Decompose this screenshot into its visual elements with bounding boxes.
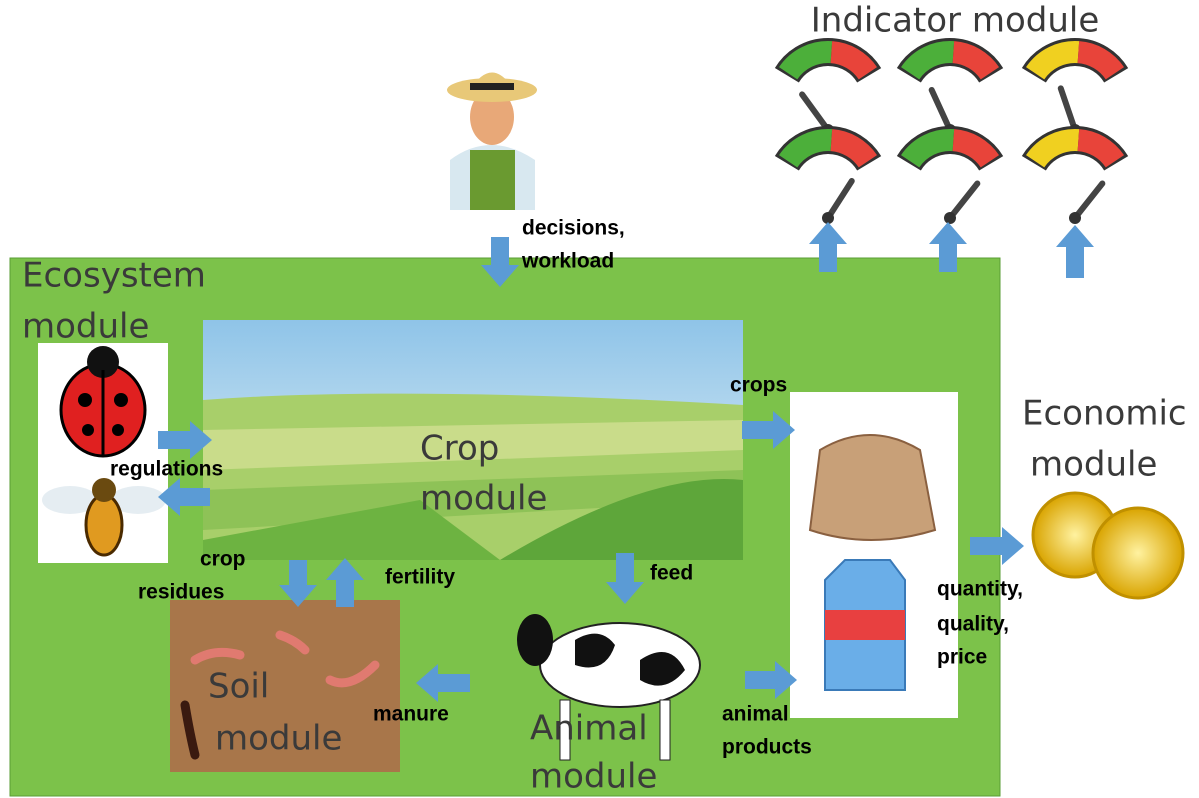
farmer-image — [447, 73, 537, 211]
flow-label: quality, — [937, 613, 1009, 636]
flow-label: manure — [373, 703, 449, 726]
module-title: module — [420, 479, 547, 519]
gauge-needle — [802, 94, 828, 130]
flow-label: crops — [730, 374, 787, 397]
coins-image — [1033, 493, 1183, 598]
flow-label: price — [937, 646, 987, 669]
flow-label: products — [722, 736, 812, 759]
module-title: Animal — [530, 709, 648, 749]
module-title: Economic — [1022, 394, 1187, 434]
module-title: Soil — [208, 667, 269, 707]
gauge-hub — [944, 212, 956, 224]
gauge-needle — [932, 90, 950, 130]
products-image — [790, 392, 958, 718]
arrow — [1056, 225, 1094, 278]
module-title: module — [530, 757, 657, 797]
flow-label: quantity, — [937, 578, 1023, 601]
flow-label: workload — [521, 250, 614, 273]
gauge-needle — [1061, 88, 1075, 130]
flow-label: residues — [138, 581, 224, 604]
gauge-needle — [828, 181, 852, 218]
flow-label: animal — [722, 703, 789, 726]
gauge-hub — [1069, 212, 1081, 224]
flow-label: decisions, — [522, 217, 625, 240]
module-title: module — [22, 307, 149, 347]
module-title: Indicator module — [811, 1, 1099, 41]
module-title: module — [1030, 445, 1157, 485]
flow-label: regulations — [110, 458, 223, 481]
flow-label: crop — [200, 548, 246, 571]
insects-image — [38, 343, 168, 563]
flow-label: feed — [650, 562, 693, 585]
gauge-needle — [1075, 184, 1102, 218]
flow-label: fertility — [385, 566, 455, 589]
module-title: Ecosystem — [22, 256, 206, 296]
module-title: module — [215, 719, 342, 759]
diagram: Indicator module Ecosystem module Crop m… — [0, 0, 1199, 798]
gauge-needle — [950, 184, 977, 218]
gauges — [787, 52, 1116, 224]
module-title: Crop — [420, 429, 499, 469]
